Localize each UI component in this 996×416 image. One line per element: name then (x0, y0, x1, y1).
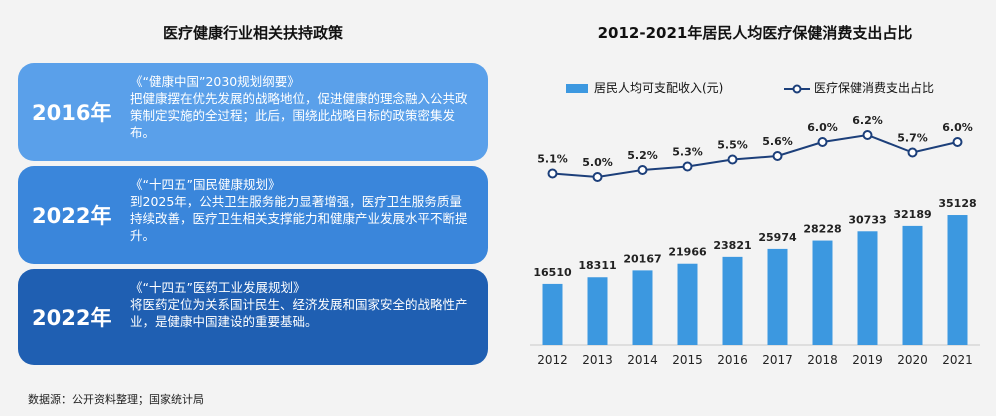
line-point-2014 (637, 165, 648, 175)
line-value-label: 5.6% (762, 135, 793, 148)
policy-year: 2022年 (32, 306, 112, 330)
bar-income-2016 (722, 256, 743, 345)
bar-income-2012 (542, 283, 563, 345)
policy-text: 《“十四五”国民健康规划》 到2025年，公共卫生服务能力显著增强，医疗卫生服务… (130, 176, 474, 244)
x-tick-label: 2013 (582, 353, 613, 367)
line-value-label: 5.1% (537, 153, 568, 166)
policy-heading: 《“十四五”医药工业发展规划》 (130, 280, 306, 295)
line-point-2016 (727, 154, 738, 165)
data-source-note: 数据源：公开资料整理；国家统计局 (28, 393, 204, 406)
x-tick-label: 2015 (672, 353, 703, 367)
chart-title: 2012-2021年居民人均医疗保健消费支出占比 (597, 24, 913, 42)
legend-bar-swatch (566, 84, 588, 93)
line-value-label: 6.0% (807, 121, 838, 134)
policy-year: 2016年 (32, 101, 112, 125)
line-value-label: 5.7% (897, 132, 928, 145)
bar-value-label: 30733 (848, 213, 886, 226)
x-tick-label: 2014 (627, 353, 658, 367)
policy-body: 把健康摆在优先发展的战略地位，促进健康的理念融入公共政策制定实施的全过程；此后，… (130, 91, 468, 140)
legend-item-income: 居民人均可支配收入(元) (566, 79, 723, 96)
x-tick-label: 2019 (852, 353, 883, 367)
policy-text: 《“十四五”医药工业发展规划》 将医药定位为关系国计民生、经济发展和国家安全的战… (130, 279, 474, 330)
line-value-label: 5.5% (717, 139, 748, 152)
line-point-2013 (592, 172, 603, 182)
bar-value-label: 23821 (713, 239, 751, 252)
bar-value-label: 25974 (758, 231, 797, 244)
bar-value-label: 21966 (668, 246, 707, 259)
chart-plot-area: 16510 2012 18311 2013 20167 2014 21966 2015 2382… (530, 114, 980, 367)
x-tick-label: 2012 (537, 353, 568, 367)
bar-income-2017 (767, 248, 788, 345)
x-tick-label: 2016 (717, 353, 748, 367)
bar-income-2013 (587, 277, 608, 345)
bar-value-label: 28228 (803, 223, 841, 236)
bar-income-2021 (947, 215, 968, 345)
bar-income-2015 (677, 263, 698, 345)
x-tick-label: 2017 (762, 353, 793, 367)
policy-card-2022-health-plan: 2022年 《“十四五”国民健康规划》 到2025年，公共卫生服务能力显著增强，… (18, 166, 488, 264)
bar-value-label: 35128 (938, 197, 976, 210)
bar-income-2019 (857, 231, 878, 345)
bar-value-label: 20167 (623, 252, 661, 265)
legend-label: 居民人均可支配收入(元) (594, 81, 724, 95)
bar-value-label: 16510 (533, 266, 572, 279)
policy-heading: 《“健康中国”2030规划纲要》 (130, 74, 300, 89)
line-point-2019 (862, 130, 873, 140)
line-point-2021 (952, 137, 963, 147)
policy-body: 到2025年，公共卫生服务能力显著增强，医疗卫生服务质量持续改善，医疗卫生相关支… (130, 194, 468, 243)
bar-value-label: 18311 (578, 259, 616, 272)
legend-item-medical-share: 医疗保健消费支出占比 (784, 79, 934, 96)
policy-card-2016: 2016年 《“健康中国”2030规划纲要》 把健康摆在优先发展的战略地位，促进… (18, 63, 488, 161)
legend-line-swatch (784, 84, 810, 93)
line-point-2012 (547, 168, 558, 179)
line-value-label: 6.2% (852, 114, 883, 127)
line-point-2015 (682, 161, 693, 172)
policy-year: 2022年 (32, 204, 112, 228)
line-value-label: 5.2% (627, 149, 658, 162)
bar-value-label: 32189 (893, 208, 931, 221)
line-medical-share (552, 133, 958, 179)
line-value-label: 5.0% (582, 156, 613, 169)
line-value-label: 6.0% (942, 121, 973, 134)
bar-income-2018 (812, 240, 833, 345)
bar-income-2020 (902, 225, 923, 345)
line-value-label: 5.3% (672, 146, 703, 159)
policy-body: 将医药定位为关系国计民生、经济发展和国家安全的战略性产业，是健康中国建设的重要基… (130, 297, 468, 329)
legend-label: 医疗保健消费支出占比 (814, 81, 935, 95)
line-point-2020 (907, 147, 918, 158)
policy-heading: 《“十四五”国民健康规划》 (130, 177, 281, 192)
left-section-title: 医疗健康行业相关扶持政策 (162, 24, 343, 42)
x-tick-label: 2018 (807, 353, 838, 367)
x-tick-label: 2021 (942, 353, 973, 367)
x-tick-label: 2020 (897, 353, 928, 367)
line-point-2017 (772, 151, 783, 161)
policy-card-2022-pharma-plan: 2022年 《“十四五”医药工业发展规划》 将医药定位为关系国计民生、经济发展和… (18, 269, 488, 365)
policy-text: 《“健康中国”2030规划纲要》 把健康摆在优先发展的战略地位，促进健康的理念融… (130, 73, 474, 141)
line-point-2018 (817, 137, 828, 147)
bar-income-2014 (632, 270, 653, 345)
